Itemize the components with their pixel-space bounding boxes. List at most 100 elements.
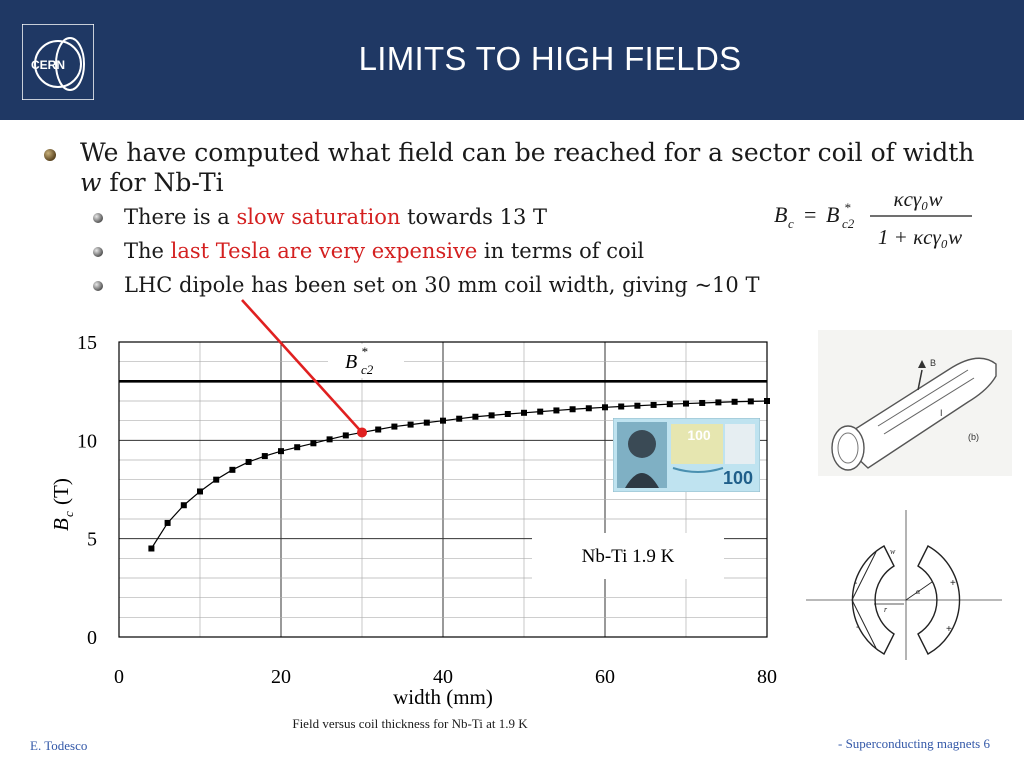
data-point <box>164 519 171 526</box>
data-point <box>488 412 495 419</box>
sub1-highlight: slow saturation <box>236 205 401 229</box>
bullet-dot-icon <box>44 149 56 161</box>
banknote-value-top: 100 <box>687 427 711 443</box>
data-point <box>618 403 625 410</box>
header-bar: CERN LIMITS TO HIGH FIELDS <box>0 0 1024 120</box>
chart-caption: Field versus coil thickness for Nb-Ti at… <box>292 716 528 731</box>
formula-rhs-b: B <box>826 202 839 227</box>
chart-ticks: 0 20 40 60 80 0 5 10 15 <box>77 332 777 688</box>
asymptote-label-background <box>328 344 404 378</box>
sub1-pre: There is a <box>124 205 237 229</box>
sub2-post: in terms of coil <box>477 239 645 263</box>
y-axis-label-unit: (T) <box>49 478 73 505</box>
data-point <box>472 413 479 420</box>
x-tick-label: 60 <box>595 666 615 688</box>
data-point <box>148 545 155 552</box>
slide-title: LIMITS TO HIGH FIELDS <box>358 40 742 77</box>
formula-lhs: B <box>774 202 787 227</box>
data-point <box>666 401 673 408</box>
field-vs-width-chart: 0 20 40 60 80 0 5 10 15 B * c2 Nb-Ti 1.9 K width… <box>49 299 777 709</box>
data-point <box>764 398 770 404</box>
svg-text:B: B <box>930 358 936 368</box>
data-point <box>650 401 657 408</box>
highlight-point <box>357 427 367 438</box>
formula-denominator: 1 + κcγ₀w <box>878 225 962 249</box>
plot-frame <box>118 341 768 638</box>
x-axis-label: width (mm) <box>393 685 493 709</box>
data-point <box>683 400 689 407</box>
formula-rhs-sub: c2 <box>842 216 855 231</box>
data-point <box>391 423 398 430</box>
bullet-main: We have computed what field can be reach… <box>40 138 980 198</box>
sub3-text: LHC dipole has been set on 30 mm coil wi… <box>124 273 760 297</box>
bullet-list: We have computed what field can be reach… <box>40 138 980 302</box>
dipole-magnet-sketch-image: B I (b) <box>818 330 1012 476</box>
x-tick-label: 80 <box>757 666 777 688</box>
data-point <box>180 502 187 509</box>
footer-course: - Superconducting magnets 6 <box>838 736 990 751</box>
y-tick-label: 10 <box>77 430 97 452</box>
sub2-pre: The <box>124 239 171 263</box>
data-point <box>375 426 382 433</box>
bullet-main-text-2: for Nb-Ti <box>101 168 224 197</box>
asymptote-label-sub: c2 <box>361 362 374 377</box>
svg-text:r: r <box>884 605 888 614</box>
data-point <box>245 458 252 465</box>
y-axis-label: B c (T) <box>49 478 76 531</box>
annotation-box <box>532 533 724 579</box>
data-point <box>197 488 203 495</box>
data-point <box>634 402 641 409</box>
sub-bullet-dot-icon <box>93 213 103 223</box>
data-point <box>504 410 511 417</box>
formula-equals: = <box>804 202 816 227</box>
cern-logo-icon: CERN <box>22 24 94 100</box>
data-point <box>456 415 463 422</box>
y-tick-label: 5 <box>87 529 97 551</box>
data-point <box>731 398 738 405</box>
x-tick-label: 20 <box>271 666 291 688</box>
y-axis-label-b: B <box>49 518 73 531</box>
data-point <box>310 440 317 447</box>
svg-text:+: + <box>946 624 952 635</box>
data-point <box>342 432 349 439</box>
svg-text:I: I <box>940 408 943 418</box>
asymptote-label-sup: * <box>361 344 368 359</box>
svg-text:w: w <box>890 547 896 556</box>
bullet-main-w: w <box>80 168 102 197</box>
data-point <box>521 409 527 416</box>
sub1-post: towards 13 T <box>400 205 547 229</box>
sub-bullet-dot-icon <box>93 281 103 291</box>
formula-numerator: κcγ₀w <box>894 187 943 211</box>
critical-field-formula: B c = B c2 * κcγ₀w 1 + κcγ₀w <box>774 187 972 249</box>
data-point <box>261 453 268 460</box>
data-point <box>213 476 220 483</box>
svg-text:+: + <box>950 578 956 589</box>
svg-text:-: - <box>854 578 857 589</box>
bullet-main-text-1: We have computed what field can be reach… <box>80 138 975 167</box>
y-axis-label-sub: c <box>61 511 76 517</box>
y-tick-label: 0 <box>87 627 97 649</box>
data-point <box>569 406 576 413</box>
y-tick-label: 15 <box>77 332 97 354</box>
bullet-sub-1: There is a slow saturation towards 13 T <box>40 200 980 234</box>
logo-text: CERN <box>31 58 65 72</box>
data-point <box>440 417 446 424</box>
data-point <box>747 398 754 405</box>
data-point <box>699 399 706 406</box>
data-point <box>602 404 608 411</box>
data-point <box>553 407 560 414</box>
bullet-sub-2: The last Tesla are very expensive in ter… <box>40 234 980 268</box>
data-point <box>585 405 592 412</box>
pointer-arrow-line <box>241 299 363 434</box>
sub2-highlight: last Tesla are very expensive <box>170 239 478 263</box>
x-tick-label: 0 <box>114 666 124 688</box>
formula-rhs-sup: * <box>844 200 851 215</box>
data-point <box>537 408 544 415</box>
bullet-sub-3: LHC dipole has been set on 30 mm coil wi… <box>40 268 980 302</box>
formula-lhs-sub: c <box>788 216 794 231</box>
svg-text:(b): (b) <box>968 432 979 442</box>
tesla-banknote-image: 100 100 <box>613 418 760 492</box>
data-point <box>423 419 430 426</box>
footer-author: E. Todesco <box>30 738 88 753</box>
data-point <box>294 444 301 451</box>
